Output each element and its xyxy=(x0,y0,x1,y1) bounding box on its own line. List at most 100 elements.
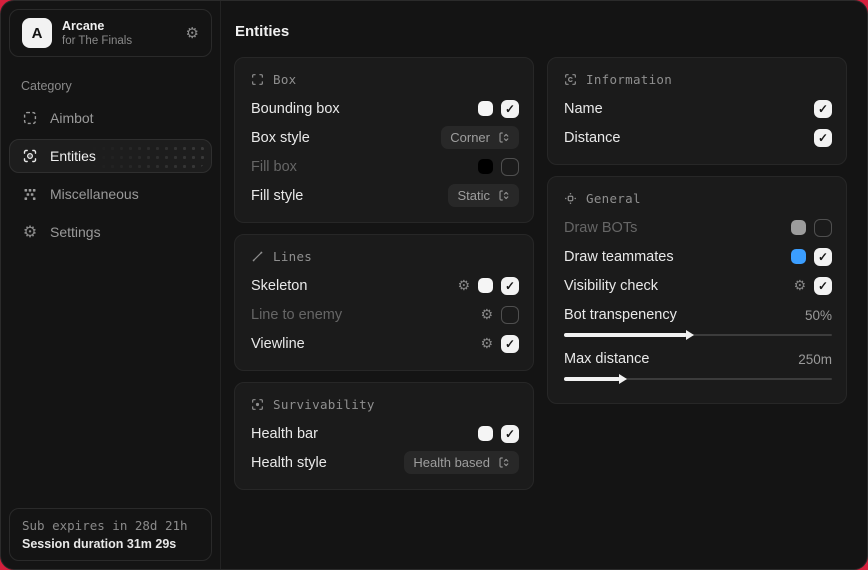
panel-general-header: General xyxy=(564,191,832,206)
checkbox[interactable]: ✓ xyxy=(814,218,832,237)
row-label: Fill box xyxy=(251,158,297,175)
checkbox[interactable]: ✓ xyxy=(501,99,519,118)
sidebar: A Arcane for The Finals ⚙ Category Aimbo… xyxy=(1,1,221,569)
color-swatch[interactable] xyxy=(478,101,493,116)
checkbox[interactable]: ✓ xyxy=(501,305,519,324)
app-name: Arcane xyxy=(62,19,105,33)
panel-lines-header: Lines xyxy=(251,249,519,264)
panel-survivability-header: Survivability xyxy=(251,397,519,412)
row-label: Draw BOTs xyxy=(564,219,638,236)
logo-letter: A xyxy=(31,24,43,42)
select-icon xyxy=(499,457,509,468)
checkbox[interactable]: ✓ xyxy=(501,276,519,295)
checkbox[interactable]: ✓ xyxy=(501,424,519,443)
gear-icon[interactable]: ⚙ xyxy=(480,335,493,352)
color-swatch[interactable] xyxy=(478,278,493,293)
sidebar-item-settings[interactable]: ⚙ Settings xyxy=(9,215,212,249)
color-swatch[interactable] xyxy=(478,159,493,174)
setting-row-health-bar: Health bar ✓ xyxy=(251,419,519,448)
max-distance-slider[interactable] xyxy=(564,374,832,384)
sub-expiry-text: Sub expires in 28d 21h xyxy=(22,518,188,533)
page-title: Entities xyxy=(235,23,290,40)
gear-icon[interactable]: ⚙ xyxy=(480,306,493,323)
color-swatch[interactable] xyxy=(478,426,493,441)
slider-track-base xyxy=(564,378,832,380)
row-label: Health bar xyxy=(251,425,318,442)
slider-fill[interactable] xyxy=(564,377,621,381)
slider-value: 250m xyxy=(798,351,832,367)
check-icon: ✓ xyxy=(504,278,516,293)
gear-icon[interactable]: ⚙ xyxy=(793,277,806,294)
fill-style-dropdown[interactable]: Static xyxy=(448,184,519,207)
setting-row-fill-style: Fill style Static xyxy=(251,181,519,210)
sidebar-item-entities[interactable]: Entities xyxy=(9,139,212,173)
check-icon: ✓ xyxy=(817,278,829,293)
row-label: Distance xyxy=(564,129,621,146)
sidebar-item-miscellaneous[interactable]: Miscellaneous xyxy=(9,177,212,211)
general-icon xyxy=(564,192,577,205)
setting-row-fill-box: Fill box ✓ xyxy=(251,152,519,181)
check-icon: ✓ xyxy=(504,336,516,351)
app-meta: Arcane for The Finals xyxy=(62,19,176,47)
checkbox[interactable]: ✓ xyxy=(814,276,832,295)
checkbox[interactable]: ✓ xyxy=(814,128,832,147)
slider-fill[interactable] xyxy=(564,333,688,337)
miscellaneous-icon xyxy=(22,186,38,202)
main-content: Entities Box B xyxy=(221,1,867,569)
setting-row-name: Name ✓ xyxy=(564,94,832,123)
sidebar-nav: Aimbot Entities xyxy=(1,101,220,249)
setting-row-health-style: Health style Health based xyxy=(251,448,519,477)
aimbot-icon xyxy=(22,110,38,126)
box-icon xyxy=(251,73,264,86)
row-label: Name xyxy=(564,100,603,117)
color-swatch[interactable] xyxy=(791,220,806,235)
sidebar-item-label: Settings xyxy=(50,224,101,240)
logo-card: A Arcane for The Finals ⚙ xyxy=(9,9,212,57)
checkbox[interactable]: ✓ xyxy=(501,157,519,176)
panel-title: General xyxy=(586,191,641,206)
row-label: Line to enemy xyxy=(251,306,343,323)
panel-title: Information xyxy=(586,72,673,87)
setting-row-draw-teammates: Draw teammates ✓ xyxy=(564,242,832,271)
panel-title: Lines xyxy=(273,249,313,264)
select-icon xyxy=(499,132,509,143)
sidebar-item-label: Miscellaneous xyxy=(50,186,139,202)
box-style-dropdown[interactable]: Corner xyxy=(441,126,519,149)
check-icon: ✓ xyxy=(817,101,829,116)
row-label: Skeleton xyxy=(251,277,308,294)
checkbox[interactable]: ✓ xyxy=(814,99,832,118)
setting-row-bounding-box: Bounding box ✓ xyxy=(251,94,519,123)
subscription-card: Sub expires in 28d 21h Session duration … xyxy=(9,508,212,561)
left-column: Box Bounding box ✓ Box style Corner xyxy=(234,57,534,490)
panel-title: Box xyxy=(273,72,297,87)
setting-row-line-to-enemy: Line to enemy ⚙ ✓ xyxy=(251,300,519,329)
checkbox[interactable]: ✓ xyxy=(814,247,832,266)
row-label: Viewline xyxy=(251,335,305,352)
row-label: Bounding box xyxy=(251,100,340,117)
category-label: Category xyxy=(21,79,72,93)
color-swatch[interactable] xyxy=(791,249,806,264)
setting-row-box-style: Box style Corner xyxy=(251,123,519,152)
panel-information-header: Information xyxy=(564,72,832,87)
slider-track-base xyxy=(564,334,832,336)
health-style-dropdown[interactable]: Health based xyxy=(404,451,519,474)
checkbox[interactable]: ✓ xyxy=(501,334,519,353)
gear-icon[interactable]: ⚙ xyxy=(457,277,470,294)
panel-box-header: Box xyxy=(251,72,519,87)
setting-row-max-distance: Max distance 250m xyxy=(564,347,832,384)
check-icon: ✓ xyxy=(817,249,829,264)
app-tagline: for The Finals xyxy=(62,35,133,47)
dropdown-value: Health based xyxy=(413,455,490,470)
dropdown-value: Corner xyxy=(450,130,490,145)
settings-gear-icon: ⚙ xyxy=(22,222,38,241)
setting-row-visibility-check: Visibility check ⚙ ✓ xyxy=(564,271,832,300)
select-icon xyxy=(499,190,509,201)
gear-icon[interactable]: ⚙ xyxy=(185,23,199,42)
sidebar-item-label: Aimbot xyxy=(50,110,94,126)
panel-title: Survivability xyxy=(273,397,375,412)
bot-transparency-slider[interactable] xyxy=(564,330,832,340)
sidebar-item-aimbot[interactable]: Aimbot xyxy=(9,101,212,135)
dropdown-value: Static xyxy=(457,188,490,203)
session-duration-text: Session duration 31m 29s xyxy=(22,537,177,551)
